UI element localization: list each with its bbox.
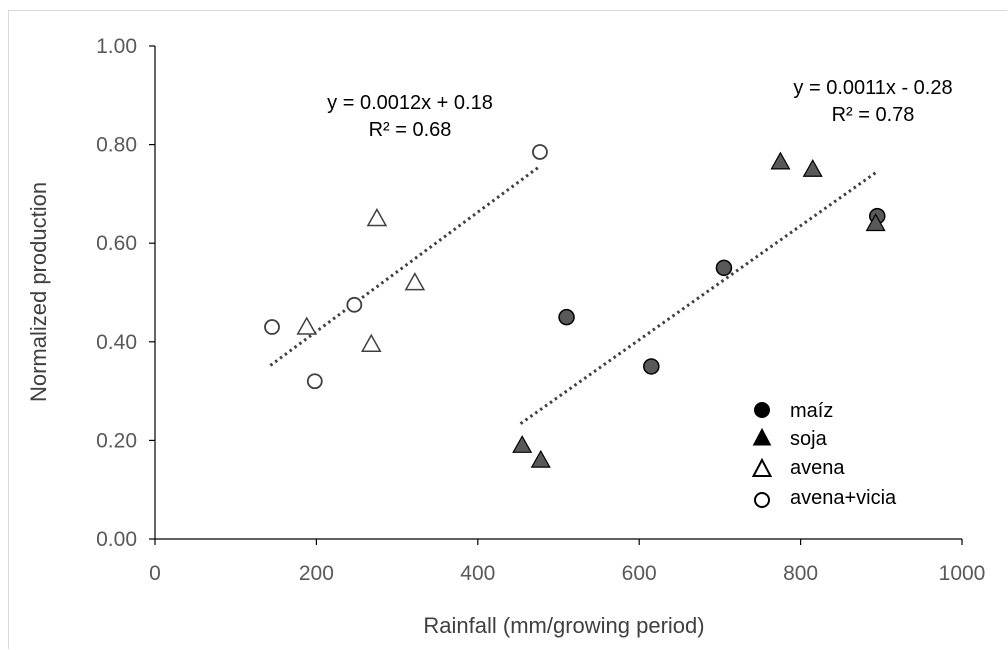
x-tick-label: 600 bbox=[622, 562, 657, 585]
point-avena bbox=[360, 333, 382, 353]
trendline-1 bbox=[269, 165, 541, 367]
x-axis-title: Rainfall (mm/growing period) bbox=[423, 613, 704, 638]
legend-label-maiz: maíz bbox=[790, 400, 833, 422]
point-avena bbox=[296, 316, 317, 335]
trendline-2-equation: y = 0.0011x - 0.28 bbox=[793, 77, 952, 99]
legend-label-avena-vicia: avena+vicia bbox=[790, 487, 897, 509]
point-soja bbox=[802, 159, 823, 177]
x-tick-label: 400 bbox=[460, 562, 495, 585]
point-soja bbox=[865, 213, 886, 232]
legend-marker-soja bbox=[752, 427, 772, 446]
y-tick-label: 0.60 bbox=[96, 232, 137, 255]
point-maiz bbox=[643, 358, 660, 375]
y-axis-title: Normalized production bbox=[26, 182, 51, 402]
y-tick-label: 0.00 bbox=[96, 528, 137, 551]
y-tick-label: 0.20 bbox=[96, 429, 137, 452]
legend-label-avena: avena bbox=[790, 457, 845, 479]
y-tick-label: 1.00 bbox=[96, 35, 137, 58]
point-avena-vicia bbox=[306, 373, 323, 390]
trendline-1-equation: y = 0.0012x + 0.18 bbox=[327, 92, 493, 114]
point-avena-vicia bbox=[532, 144, 548, 160]
legend-label-soja: soja bbox=[790, 428, 828, 450]
plot-area: 0.00 0.20 0.40 0.60 0.80 1.00 0 200 400 600 800 100… bbox=[96, 35, 985, 585]
trendline-2-r2: R² = 0.78 bbox=[832, 104, 915, 126]
point-soja bbox=[512, 435, 533, 453]
legend-marker-maiz bbox=[754, 402, 770, 418]
y-tick-label: 0.80 bbox=[96, 134, 137, 157]
legend-marker-avena-vicia bbox=[754, 492, 770, 508]
point-soja bbox=[770, 151, 791, 170]
point-avena bbox=[366, 208, 388, 227]
x-tick-label: 1000 bbox=[939, 562, 986, 585]
point-avena bbox=[404, 272, 426, 291]
point-avena-vicia bbox=[346, 296, 363, 313]
legend: maíz soja avena avena+vicia bbox=[751, 400, 897, 509]
point-soja bbox=[530, 449, 551, 468]
chart-frame bbox=[8, 10, 1007, 649]
legend-marker-avena bbox=[751, 457, 773, 477]
point-avena-vicia bbox=[264, 319, 280, 335]
y-tick-label: 0.40 bbox=[96, 331, 137, 354]
trendline-1-r2: R² = 0.68 bbox=[369, 119, 452, 141]
x-tick-label: 800 bbox=[783, 562, 818, 585]
trendline-2 bbox=[519, 171, 877, 425]
point-maiz bbox=[558, 308, 575, 326]
point-maiz bbox=[715, 259, 733, 277]
x-tick-label: 0 bbox=[149, 562, 161, 585]
x-tick-label: 200 bbox=[299, 562, 334, 585]
